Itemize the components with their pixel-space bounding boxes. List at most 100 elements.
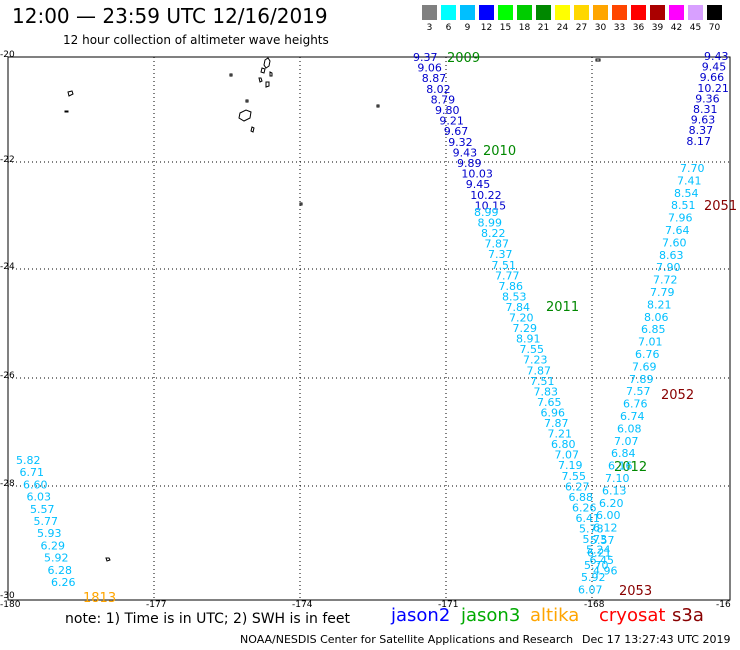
wave-height-value: 6.26: [51, 576, 76, 589]
wave-height-value: 5.57: [30, 503, 55, 516]
scale-swatch: [669, 5, 684, 20]
wave-height-value: 7.72: [653, 274, 678, 287]
wave-height-value: 6.20: [599, 497, 624, 510]
wave-height-value: 7.07: [555, 449, 580, 462]
latitude-label: -22: [0, 155, 15, 165]
wave-height-value: 6.00: [596, 509, 621, 522]
wave-height-value: 9.89: [457, 157, 482, 170]
scale-swatch: [631, 5, 646, 20]
pass-label: 2009: [447, 51, 480, 66]
wave-height-value: 7.87: [544, 417, 569, 430]
scale-label: 15: [499, 23, 512, 33]
wave-height-value: 9.67: [444, 125, 469, 138]
wave-height-value: 5.92: [581, 571, 606, 584]
wave-height-value: 6.74: [620, 410, 645, 423]
scale-swatch: [593, 5, 608, 20]
wave-height-value: 7.57: [626, 385, 651, 398]
wave-height-value: 6.80: [551, 438, 576, 451]
island: [67, 90, 74, 97]
wave-height-value: 6.71: [20, 466, 45, 479]
pass-label: 2051: [704, 199, 737, 214]
wave-height-value: 6.88: [569, 491, 594, 504]
wave-height-value: 7.65: [537, 396, 562, 409]
wave-height-value: 7.07: [614, 435, 639, 448]
island: [265, 81, 270, 88]
longitude-label: -177: [146, 600, 167, 610]
credit-line: NOAA/NESDIS Center for Satellite Applica…: [240, 633, 574, 646]
wave-height-value: 7.23: [523, 354, 548, 367]
wave-height-value: 10.22: [470, 189, 502, 202]
island: [258, 77, 263, 83]
wave-height-value: 7.60: [662, 236, 687, 249]
wave-height-value: 8.37: [689, 124, 714, 137]
latitude-label: -30: [0, 591, 15, 601]
scale-swatch: [574, 5, 589, 20]
wave-height-value: 9.43: [704, 50, 729, 63]
wave-height-value: 6.21: [587, 546, 612, 559]
wave-height-value: 8.99: [478, 217, 503, 230]
wave-height-value: 5.70: [584, 559, 609, 572]
longitude-label: -168: [584, 600, 605, 610]
scale-swatch: [612, 5, 627, 20]
island-outlines: [64, 57, 601, 562]
wave-height-value: 6.13: [602, 484, 627, 497]
wave-height-value: 7.83: [534, 385, 559, 398]
wave-height-value: 7.51: [530, 375, 555, 388]
wave-height-value: 7.21: [548, 428, 573, 441]
satellite-name: altika: [530, 605, 580, 626]
page-subtitle: 12 hour collection of altimeter wave hei…: [63, 33, 329, 47]
wave-height-value: 7.84: [506, 301, 531, 314]
wave-height-value: 6.84: [611, 447, 636, 460]
island: [64, 110, 69, 113]
pass-label: 2053: [619, 584, 652, 599]
latitude-label: -20: [0, 50, 15, 60]
pass-label: 2011: [546, 300, 579, 315]
satellite-name: jason3: [461, 605, 521, 626]
map-grid: [8, 57, 730, 600]
scale-swatch: [460, 5, 475, 20]
wave-height-value: 6.41: [576, 512, 601, 525]
wave-height-value: 10.03: [461, 168, 493, 181]
island: [105, 557, 111, 562]
scale-swatch: [536, 5, 551, 20]
map-frame: [7, 56, 731, 601]
scale-swatch: [479, 5, 494, 20]
wave-height-value: 8.22: [481, 227, 506, 240]
pass-label: 2010: [483, 144, 516, 159]
scale-swatch: [517, 5, 532, 20]
scale-label: 27: [575, 23, 588, 33]
wave-height-value: 9.32: [448, 136, 473, 149]
scale-label: 39: [651, 23, 664, 33]
wave-height-value: 6.27: [565, 480, 590, 493]
scale-swatch: [441, 5, 456, 20]
scale-swatch: [688, 5, 703, 20]
wave-height-value: 8.87: [422, 72, 447, 85]
wave-height-value: 7.37: [488, 248, 513, 261]
scale-label: 21: [537, 23, 550, 33]
scale-swatch: [707, 5, 722, 20]
wave-height-value: 7.79: [650, 286, 675, 299]
wave-height-value: 7.55: [562, 470, 587, 483]
longitude-label: -16: [716, 600, 731, 610]
scale-swatch: [422, 5, 437, 20]
wave-height-value: 5.93: [37, 527, 62, 540]
wave-height-value: 6.08: [617, 422, 642, 435]
wave-height-value: 8.17: [686, 135, 711, 148]
wave-height-value: 8.91: [516, 333, 541, 346]
pass-label: 1813: [83, 591, 116, 606]
latitude-label: -24: [0, 262, 15, 272]
island: [238, 109, 252, 122]
timestamp: Dec 17 13:27:43 UTC 2019: [582, 633, 731, 646]
wave-height-value: 6.76: [623, 398, 648, 411]
island: [595, 58, 601, 62]
wave-height-value: 6.45: [590, 554, 615, 567]
scale-label: 18: [518, 23, 531, 33]
wave-height-value: 7.96: [668, 212, 693, 225]
wave-height-value: 6.76: [635, 348, 660, 361]
wave-height-value: 8.99: [474, 206, 499, 219]
wave-height-value: 8.51: [671, 199, 696, 212]
wave-height-value: 7.77: [495, 269, 520, 282]
wave-height-value: 8.79: [431, 93, 456, 106]
scale-swatch: [498, 5, 513, 20]
wave-height-value: 6.12: [593, 522, 618, 535]
